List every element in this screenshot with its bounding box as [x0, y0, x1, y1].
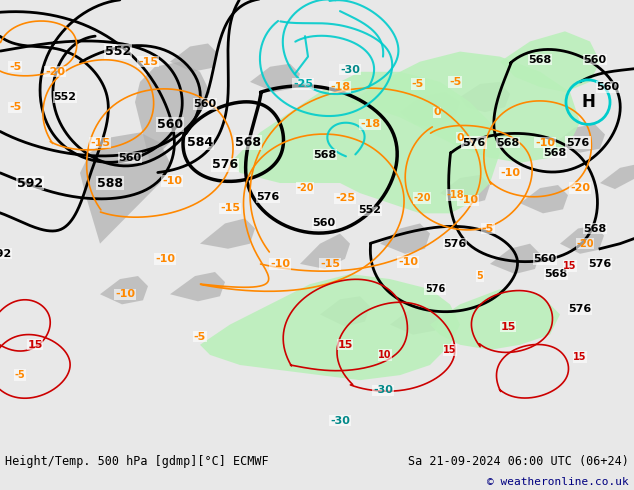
Text: -5: -5	[9, 102, 21, 112]
Polygon shape	[80, 132, 170, 244]
Polygon shape	[500, 31, 600, 92]
Text: 576: 576	[588, 259, 612, 269]
Text: -20: -20	[576, 239, 594, 249]
Text: -20: -20	[570, 183, 590, 193]
Polygon shape	[200, 219, 255, 249]
Text: -10: -10	[458, 195, 478, 205]
Text: 560: 560	[157, 118, 183, 131]
Polygon shape	[230, 72, 500, 213]
Text: -25: -25	[335, 193, 355, 203]
Polygon shape	[100, 276, 148, 304]
Text: -5: -5	[9, 62, 21, 72]
Text: 15: 15	[337, 340, 353, 350]
Text: -25: -25	[293, 79, 313, 89]
Text: H: H	[581, 93, 595, 111]
Text: -30: -30	[340, 65, 360, 75]
Text: -5: -5	[482, 223, 494, 234]
Text: -5: -5	[449, 77, 461, 87]
Polygon shape	[560, 225, 604, 254]
Text: 560: 560	[583, 55, 607, 65]
Polygon shape	[170, 272, 225, 301]
Polygon shape	[520, 185, 568, 213]
Text: 552: 552	[53, 92, 77, 102]
Text: -15: -15	[320, 259, 340, 269]
Polygon shape	[320, 296, 370, 327]
Text: -18: -18	[360, 120, 380, 129]
Text: -20: -20	[413, 193, 430, 203]
Text: 568: 568	[313, 150, 337, 160]
Text: -5: -5	[15, 370, 25, 380]
Polygon shape	[460, 82, 510, 112]
Text: 568: 568	[543, 147, 567, 158]
Text: 0: 0	[433, 107, 441, 117]
Text: 560: 560	[119, 153, 141, 163]
Text: 0: 0	[456, 132, 464, 143]
Text: 584: 584	[187, 136, 213, 149]
Text: 15: 15	[27, 340, 42, 350]
Text: 15: 15	[500, 321, 515, 332]
Text: -18: -18	[330, 82, 350, 92]
Text: -10: -10	[270, 259, 290, 269]
Text: -10: -10	[115, 289, 135, 299]
Text: 568: 568	[235, 136, 261, 149]
Polygon shape	[430, 289, 560, 350]
Text: Sa 21-09-2024 06:00 UTC (06+24): Sa 21-09-2024 06:00 UTC (06+24)	[408, 455, 629, 468]
Text: 576: 576	[568, 304, 592, 315]
Text: 576: 576	[212, 158, 238, 172]
Polygon shape	[400, 92, 460, 127]
Text: 568: 568	[528, 55, 552, 65]
Text: -30: -30	[330, 416, 350, 426]
Text: -10: -10	[535, 138, 555, 147]
Text: 592: 592	[0, 249, 11, 259]
Text: 560: 560	[533, 254, 557, 264]
Text: 576: 576	[566, 138, 590, 147]
Polygon shape	[380, 223, 430, 254]
Text: © weatheronline.co.uk: © weatheronline.co.uk	[488, 477, 629, 487]
Text: 592: 592	[17, 176, 43, 190]
Polygon shape	[390, 306, 440, 335]
Text: -10: -10	[162, 176, 182, 186]
Polygon shape	[300, 234, 350, 269]
Text: -10: -10	[398, 257, 418, 267]
Text: -10: -10	[155, 254, 175, 264]
Text: -15: -15	[138, 57, 158, 67]
Text: 576: 576	[256, 192, 280, 202]
Polygon shape	[600, 165, 634, 189]
Text: 15: 15	[573, 352, 586, 362]
Polygon shape	[200, 274, 460, 380]
Text: 10: 10	[378, 350, 392, 360]
Text: -20: -20	[45, 67, 65, 77]
Text: Height/Temp. 500 hPa [gdmp][°C] ECMWF: Height/Temp. 500 hPa [gdmp][°C] ECMWF	[5, 455, 269, 468]
Polygon shape	[350, 51, 580, 163]
Text: 568: 568	[583, 223, 607, 234]
Text: -15: -15	[90, 138, 110, 147]
Text: 576: 576	[443, 239, 467, 249]
Text: 560: 560	[313, 219, 335, 228]
Text: 576: 576	[425, 284, 445, 294]
Polygon shape	[135, 62, 210, 163]
Text: 5: 5	[477, 271, 483, 281]
Text: 588: 588	[97, 176, 123, 190]
Text: -20: -20	[296, 183, 314, 193]
Text: 552: 552	[358, 205, 382, 215]
Polygon shape	[170, 44, 218, 72]
Text: -5: -5	[194, 332, 206, 342]
Text: -10: -10	[500, 168, 520, 178]
Text: 568: 568	[496, 138, 520, 147]
Text: 15: 15	[443, 345, 456, 355]
Polygon shape	[490, 244, 540, 274]
Text: -30: -30	[373, 385, 393, 395]
Text: 552: 552	[105, 45, 131, 58]
Text: 576: 576	[462, 138, 486, 147]
Text: 15: 15	[563, 261, 577, 271]
Polygon shape	[440, 175, 490, 205]
Text: 568: 568	[545, 269, 567, 279]
Polygon shape	[250, 64, 300, 92]
Text: -5: -5	[412, 79, 424, 89]
Text: -18: -18	[446, 190, 464, 200]
Polygon shape	[555, 124, 605, 153]
Text: 560: 560	[193, 99, 217, 109]
Text: 560: 560	[597, 82, 619, 92]
Text: -15: -15	[220, 203, 240, 213]
